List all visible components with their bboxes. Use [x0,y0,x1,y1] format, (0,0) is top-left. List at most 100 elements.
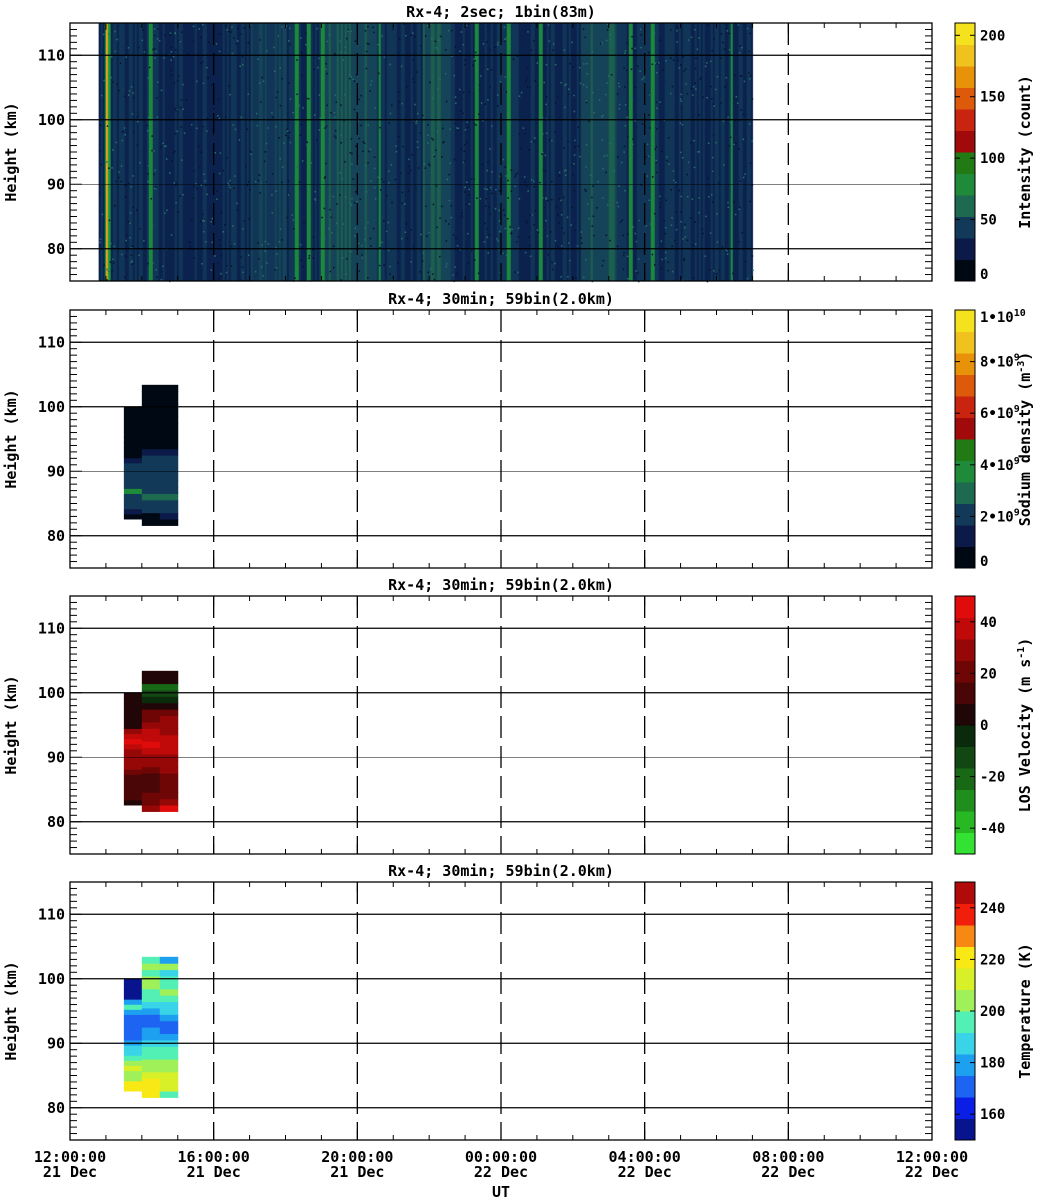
speckle-dot [641,123,644,125]
speckle-dot [592,185,594,187]
speckle-dot [222,231,225,233]
intensity-strip [486,23,490,281]
speckle-dot [367,221,369,224]
data-cell [159,512,179,520]
speckle-dot [571,164,574,166]
speckle-dot [460,31,463,33]
speckle-dot [132,206,134,208]
speckle-dot [698,37,700,39]
speckle-dot [712,270,715,272]
data-cell [123,1050,143,1056]
speckle-dot [387,249,390,252]
intensity-strip [172,23,176,281]
data-cell [123,764,143,770]
speckle-dot [623,67,625,69]
speckle-dot [547,253,549,256]
speckle-dot [554,63,557,66]
speckle-dot [727,201,729,204]
speckle-dot [680,211,682,213]
speckle-dot [648,114,650,116]
speckle-dot [412,245,415,248]
data-cell [159,995,179,1003]
speckle-dot [675,228,678,231]
intensity-strip [286,23,290,281]
data-cell [141,1027,161,1035]
speckle-dot [567,140,569,143]
speckle-dot [318,57,320,60]
intensity-strip [178,23,182,281]
data-cell [141,1052,161,1060]
speckle-dot [199,36,202,39]
data-cell [123,702,143,709]
speckle-dot [301,74,303,77]
speckle-dot [449,128,451,130]
speckle-dot [574,139,576,142]
intensity-strip [578,23,582,281]
data-cell [123,457,143,464]
speckle-dot [524,251,527,254]
speckle-dot [364,165,367,167]
speckle-dot [325,63,328,65]
speckle-dot [132,175,134,177]
y-axis-label: Height (km) [2,389,20,488]
speckle-dot [508,204,510,206]
data-cell [123,708,143,714]
speckle-dot [236,202,238,205]
speckle-dot [710,97,713,100]
speckle-dot [472,64,474,67]
intensity-strip [518,23,522,281]
speckle-dot [445,265,447,268]
colorbar-segment [955,460,975,483]
data-cell [159,670,179,678]
speckle-dot [671,245,673,247]
speckle-dot [408,165,410,168]
intensity-strip [186,23,190,281]
data-cell [159,956,179,964]
colorbar-tick-label: 100 [980,151,1005,167]
speckle-dot [107,270,110,273]
speckle-dot [355,74,358,76]
speckle-dot [254,270,257,273]
speckle-dot [464,186,466,189]
intensity-strip [612,23,616,281]
colorbar-segment [955,87,975,110]
speckle-dot [653,147,655,149]
speckle-dot [543,169,545,171]
speckle-dot [257,242,259,244]
speckle-dot [726,253,729,255]
speckle-dot [503,40,506,42]
data-cell [141,461,161,469]
speckle-dot [336,203,338,205]
intensity-strip [508,23,512,281]
speckle-dot [707,177,709,180]
speckle-dot [726,30,729,32]
colorbar-segment [955,353,975,375]
speckle-dot [286,128,288,131]
speckle-dot [616,201,619,204]
speckle-dot [403,23,405,25]
speckle-dot [230,31,233,33]
speckle-dot [544,170,547,173]
data-cell [159,779,179,787]
speckle-dot [465,203,468,206]
speckle-dot [725,77,728,79]
intensity-strip [510,23,514,281]
speckle-dot [462,112,464,115]
speckle-dot [624,190,626,192]
speckle-dot [510,169,513,171]
intensity-strip [262,23,266,281]
speckle-dot [556,205,558,208]
data-cell [123,1080,143,1087]
speckle-dot [229,179,231,182]
y-tick-label: 110 [38,46,65,64]
data-cell [123,467,143,474]
speckle-dot [610,74,613,76]
speckle-dot [102,33,105,36]
speckle-dot [246,128,248,131]
intensity-strip [724,23,728,281]
speckle-dot [593,112,595,114]
speckle-dot [202,125,204,128]
speckle-dot [468,188,470,191]
speckle-dot [143,240,145,242]
